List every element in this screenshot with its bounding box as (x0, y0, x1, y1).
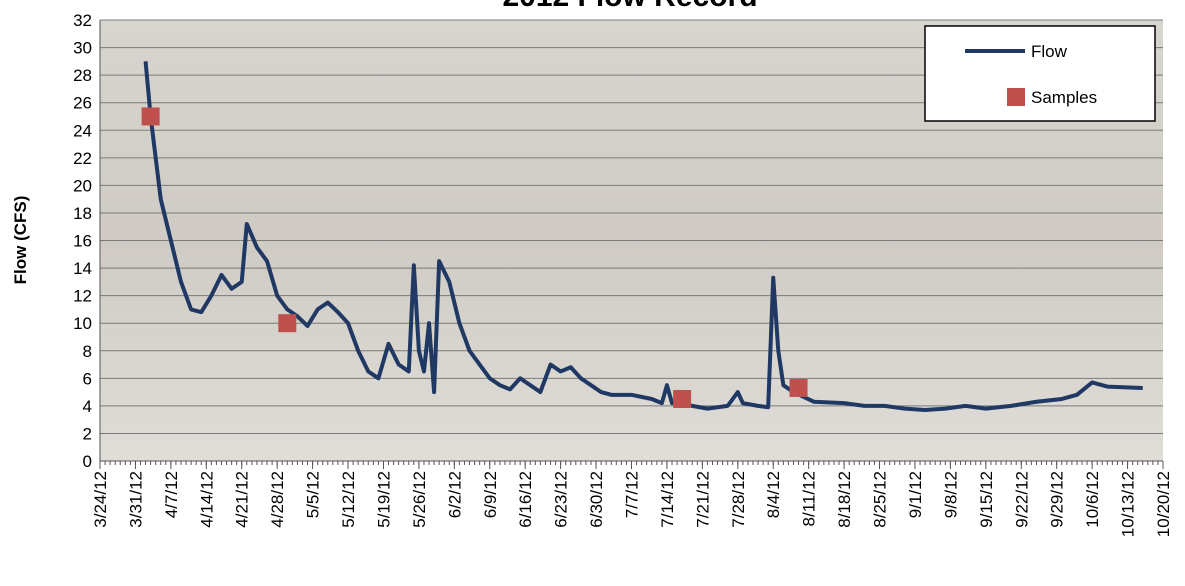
legend-box (924, 25, 1156, 122)
x-tick-label: 9/8/12 (941, 471, 960, 518)
x-tick-label: 10/6/12 (1083, 471, 1102, 528)
x-tick-label: 10/13/12 (1119, 471, 1138, 537)
y-tick-label: 14 (73, 259, 92, 278)
x-tick-label: 7/7/12 (623, 471, 642, 518)
x-tick-label: 3/31/12 (126, 471, 145, 528)
sample-marker (141, 107, 160, 126)
y-tick-label: 12 (73, 287, 92, 306)
y-tick-label: 4 (83, 397, 92, 416)
x-tick-label: 7/14/12 (658, 471, 677, 528)
x-tick-label: 6/30/12 (587, 471, 606, 528)
y-tick-label: 6 (83, 369, 92, 388)
y-tick-label: 24 (73, 121, 92, 140)
x-tick-label: 5/19/12 (374, 471, 393, 528)
x-tick-label: 6/23/12 (552, 471, 571, 528)
sample-marker (789, 378, 808, 397)
y-tick-label: 28 (73, 66, 92, 85)
y-tick-label: 2 (83, 424, 92, 443)
y-tick-label: 32 (73, 11, 92, 30)
chart-title: 2012 Flow Record (502, 0, 757, 13)
x-tick-label: 7/21/12 (693, 471, 712, 528)
x-tick-label: 5/5/12 (304, 471, 323, 518)
x-tick-label: 10/20/12 (1154, 471, 1173, 537)
x-tick-label: 6/9/12 (481, 471, 500, 518)
flow-line (143, 61, 1143, 413)
y-tick-label: 8 (83, 342, 92, 361)
sample-marker (673, 389, 692, 408)
x-tick-label: 4/21/12 (233, 471, 252, 528)
x-tick-label: 4/7/12 (162, 471, 181, 518)
y-tick-label: 0 (83, 452, 92, 471)
x-tick-label: 6/16/12 (516, 471, 535, 528)
x-tick-label: 3/24/12 (91, 471, 110, 528)
y-tick-label: 10 (73, 314, 92, 333)
y-tick-label: 18 (73, 204, 92, 223)
x-tick-label: 8/4/12 (764, 471, 783, 518)
legend-label: Samples (1031, 88, 1097, 107)
x-tick-label: 8/11/12 (800, 471, 819, 526)
x-tick-label: 9/22/12 (1012, 471, 1031, 528)
x-tick-label: 9/15/12 (977, 471, 996, 528)
legend-marker (1007, 88, 1025, 106)
y-tick-label: 26 (73, 94, 92, 113)
sample-marker (278, 314, 297, 333)
y-axis-label: Flow (CFS) (11, 196, 30, 285)
x-tick-label: 8/25/12 (871, 471, 890, 528)
x-tick-label: 5/26/12 (410, 471, 429, 528)
x-tick-label: 4/28/12 (268, 471, 287, 528)
x-tick-label: 6/2/12 (445, 471, 464, 518)
x-tick-label: 9/29/12 (1048, 471, 1067, 528)
y-tick-label: 30 (73, 39, 92, 58)
x-tick-label: 8/18/12 (835, 471, 854, 528)
x-tick-label: 4/14/12 (197, 471, 216, 528)
x-tick-label: 7/28/12 (729, 471, 748, 528)
y-tick-label: 16 (73, 232, 92, 251)
y-tick-label: 22 (73, 149, 92, 168)
x-tick-label: 5/12/12 (339, 471, 358, 528)
y-tick-label: 20 (73, 176, 92, 195)
x-tick-label: 9/1/12 (906, 471, 925, 518)
legend-label: Flow (1031, 42, 1068, 61)
